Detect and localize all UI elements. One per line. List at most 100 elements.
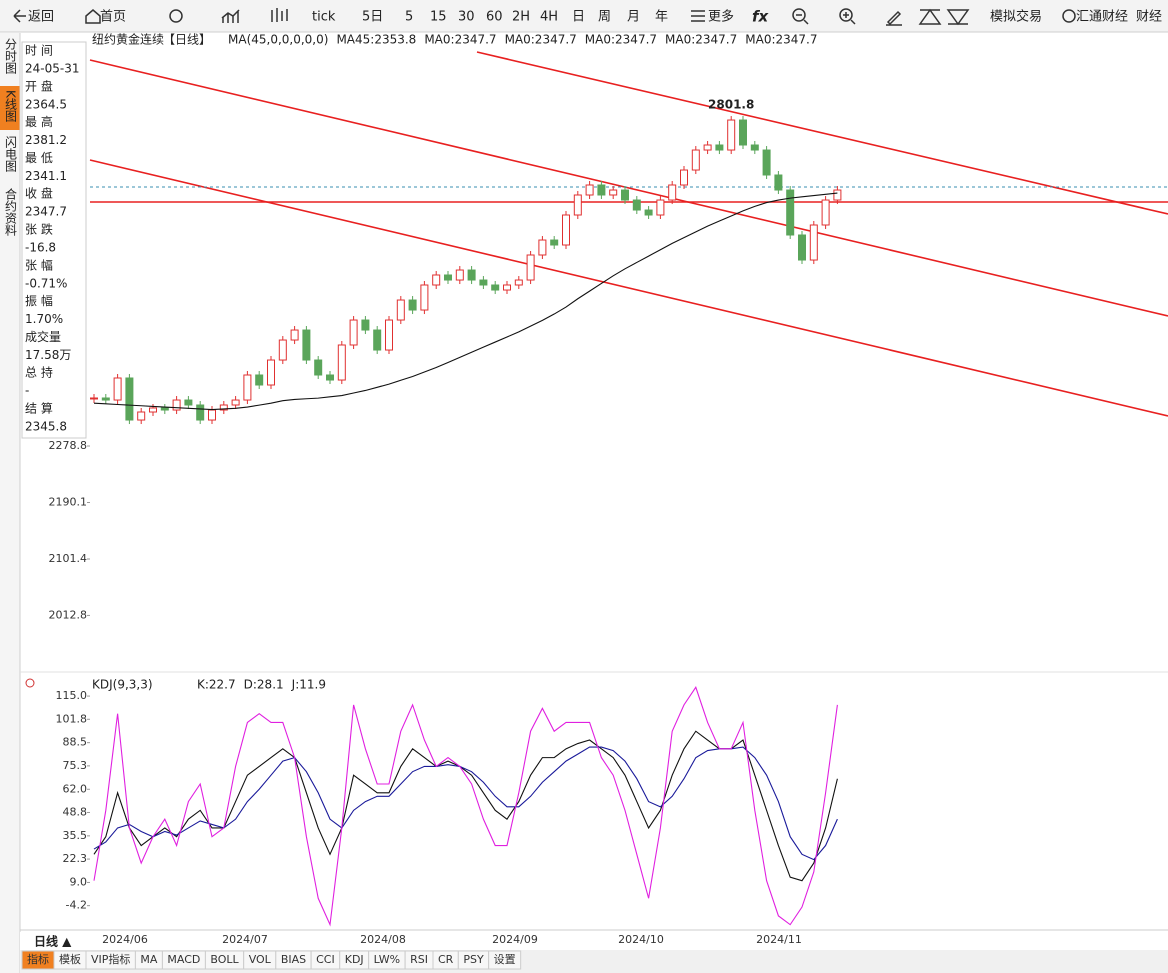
candle — [621, 189, 629, 201]
svg-text:fx: fx — [752, 8, 770, 26]
candle — [750, 144, 759, 151]
indicator-tab[interactable]: MA — [140, 953, 157, 966]
y-tick-label: 48.8 — [63, 805, 88, 818]
indicator-tab[interactable]: MACD — [167, 953, 200, 966]
info-label: 时 间 — [25, 44, 53, 58]
toolbar — [0, 0, 1168, 32]
candle — [267, 359, 275, 386]
candle — [798, 234, 806, 261]
toolbar-button[interactable]: 4H — [540, 10, 558, 25]
legend-entry: MA0:2347.7 — [505, 33, 577, 47]
toolbar-button[interactable]: 周 — [598, 10, 611, 25]
x-tick-label: 2024/10 — [618, 933, 664, 946]
candle — [455, 269, 464, 281]
candle — [125, 377, 134, 421]
candle — [219, 404, 228, 411]
indicator-tab[interactable]: BIAS — [281, 953, 306, 966]
chart-title: 纽约黄金连续 — [92, 32, 164, 47]
toolbar-button[interactable]: 更多 — [708, 9, 734, 25]
candle — [467, 269, 476, 281]
toolbar-button[interactable]: 首页 — [100, 10, 126, 25]
candle — [149, 407, 157, 413]
toolbar-button[interactable]: 30 — [458, 10, 475, 25]
candle — [314, 359, 323, 376]
period-label: 【日线】 — [163, 33, 211, 47]
candle — [585, 184, 594, 196]
info-label: 总 持 — [25, 365, 53, 380]
candle — [361, 319, 370, 331]
period-button[interactable] — [20, 932, 90, 950]
indicator-tab[interactable]: 指标 — [27, 952, 49, 966]
side-tab[interactable]: K线图 — [4, 90, 18, 122]
indicator-tab[interactable]: KDJ — [345, 953, 364, 966]
period-selector[interactable]: 日线 ▲ — [34, 934, 72, 949]
indicator-tab[interactable]: VIP指标 — [91, 952, 130, 966]
candle — [503, 284, 511, 291]
info-value: - — [25, 384, 29, 398]
toolbar-button[interactable]: 15 — [430, 10, 447, 25]
candle — [691, 149, 700, 171]
side-tab[interactable]: 闪电图 — [4, 136, 18, 172]
candle — [786, 189, 795, 236]
indicator-tab[interactable]: CR — [438, 953, 454, 966]
candle — [739, 119, 747, 146]
candle — [160, 407, 169, 411]
indicator-tab[interactable]: LW% — [374, 953, 400, 966]
legend-entry: MA0:2347.7 — [424, 33, 496, 47]
candle — [172, 399, 181, 411]
candle — [727, 119, 736, 151]
toolbar-icons: fx — [13, 8, 1076, 26]
indicator-tab[interactable]: PSY — [463, 953, 484, 966]
toolbar-button[interactable]: 返回 — [28, 10, 54, 25]
candle — [337, 344, 346, 381]
y-tick-label: 115.0 — [56, 689, 88, 702]
info-label: 最 高 — [25, 114, 53, 129]
toolbar-button[interactable]: 模拟交易 — [990, 9, 1042, 25]
side-tab[interactable]: 分时图 — [4, 38, 18, 74]
candle — [90, 397, 98, 400]
toolbar-button[interactable]: 5日 — [362, 10, 383, 25]
legend-entry: J:11.9 — [291, 678, 326, 692]
y-tick-label: 62.0 — [63, 782, 88, 795]
y-tick-label: 2278.8 — [49, 439, 88, 452]
y-tick-label: 75.3 — [63, 759, 88, 772]
indicator-tab[interactable]: 模板 — [59, 952, 81, 966]
toolbar-button[interactable]: tick — [312, 10, 336, 25]
indicator-tab[interactable]: VOL — [249, 953, 272, 966]
indicator-tab[interactable]: CCI — [316, 953, 335, 966]
info-label: 成交量 — [25, 329, 61, 344]
info-value: -16.8 — [25, 241, 56, 255]
toolbar-button[interactable]: 年 — [655, 10, 668, 25]
legend-entry: MA45:2353.8 — [336, 33, 416, 47]
toolbar-button[interactable]: 月 — [627, 10, 640, 25]
toolbar-button[interactable]: 汇通财经 — [1076, 10, 1128, 25]
line-J — [93, 686, 838, 927]
indicator-tab[interactable]: RSI — [410, 953, 428, 966]
y-tick-label: 2101.4 — [49, 552, 88, 565]
info-label: 开 盘 — [25, 78, 53, 93]
toolbar-button[interactable]: 2H — [512, 10, 530, 25]
candle — [408, 299, 417, 311]
indicator-tab[interactable]: BOLL — [210, 953, 239, 966]
info-value: 2345.8 — [25, 420, 67, 434]
y-tick-label: 35.5 — [63, 829, 88, 842]
toolbar-button[interactable]: 60 — [486, 10, 503, 25]
line-D — [93, 746, 838, 861]
candle — [668, 184, 677, 201]
toolbar-button[interactable]: 日 — [572, 10, 585, 25]
side-tab[interactable]: 合约资料 — [4, 187, 18, 236]
candle — [632, 199, 641, 211]
x-tick-label: 2024/09 — [492, 933, 538, 946]
side-tabs — [0, 33, 20, 973]
high-annotation: 2801.8 — [708, 97, 754, 111]
candle — [526, 254, 535, 281]
indicator-tab[interactable]: 设置 — [494, 953, 516, 966]
candle — [609, 189, 618, 196]
candle — [432, 274, 441, 286]
toolbar-button[interactable]: 5 — [405, 10, 413, 25]
toolbar-button[interactable]: 财经 — [1136, 10, 1162, 25]
x-tick-label: 2024/11 — [756, 933, 802, 946]
legend-entry: MA0:2347.7 — [665, 33, 737, 47]
candle — [479, 279, 488, 286]
candle — [243, 374, 252, 401]
